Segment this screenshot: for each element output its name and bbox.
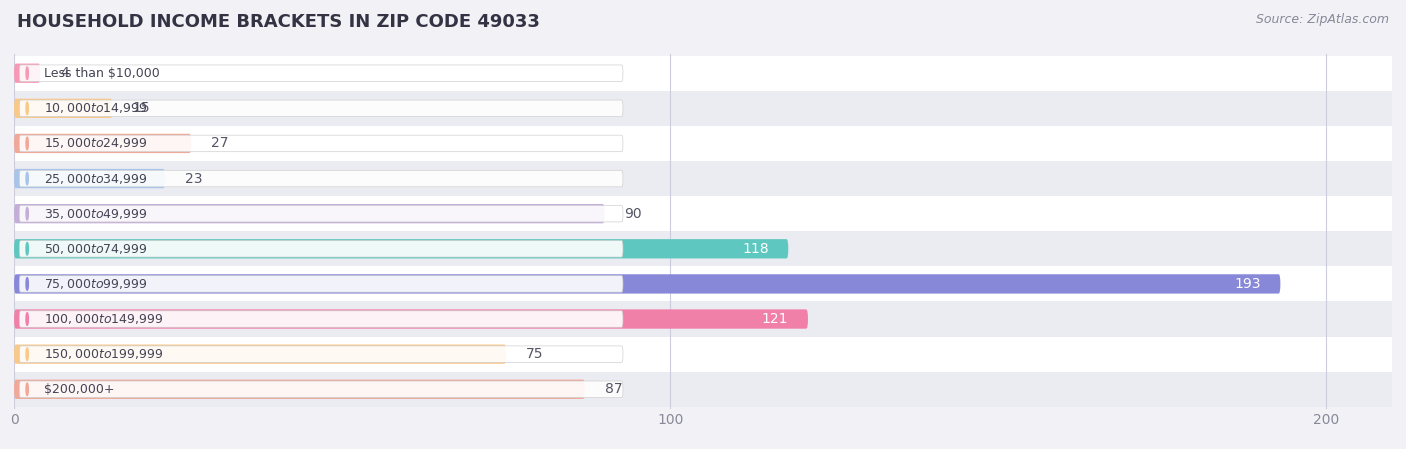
FancyBboxPatch shape (20, 100, 623, 117)
Bar (14, 91, 1392, 126)
Bar (14, 266, 1392, 301)
Text: Source: ZipAtlas.com: Source: ZipAtlas.com (1256, 13, 1389, 26)
Text: 4: 4 (60, 66, 69, 80)
Text: 15: 15 (132, 101, 150, 115)
Text: $25,000 to $34,999: $25,000 to $34,999 (44, 172, 148, 185)
Text: $75,000 to $99,999: $75,000 to $99,999 (44, 277, 148, 291)
Text: $35,000 to $49,999: $35,000 to $49,999 (44, 207, 148, 220)
FancyBboxPatch shape (14, 274, 1281, 294)
Bar (14, 372, 1392, 407)
Circle shape (25, 383, 28, 396)
FancyBboxPatch shape (20, 65, 623, 81)
Text: 121: 121 (762, 312, 789, 326)
Text: 90: 90 (624, 207, 643, 220)
Bar (14, 337, 1392, 372)
Circle shape (25, 313, 28, 326)
Bar (14, 56, 1392, 91)
FancyBboxPatch shape (20, 311, 623, 327)
Bar (14, 161, 1392, 196)
FancyBboxPatch shape (14, 344, 506, 364)
Circle shape (25, 207, 28, 220)
Text: $15,000 to $24,999: $15,000 to $24,999 (44, 136, 148, 150)
FancyBboxPatch shape (14, 204, 605, 223)
FancyBboxPatch shape (20, 170, 623, 187)
Bar (14, 231, 1392, 266)
Text: 27: 27 (211, 136, 228, 150)
Circle shape (25, 172, 28, 185)
FancyBboxPatch shape (14, 134, 191, 153)
Text: 75: 75 (526, 347, 543, 361)
FancyBboxPatch shape (14, 309, 808, 329)
FancyBboxPatch shape (14, 99, 112, 118)
Bar (14, 196, 1392, 231)
FancyBboxPatch shape (14, 169, 165, 188)
FancyBboxPatch shape (20, 206, 623, 222)
Bar (14, 301, 1392, 337)
Text: 118: 118 (742, 242, 769, 256)
Text: $100,000 to $149,999: $100,000 to $149,999 (44, 312, 163, 326)
FancyBboxPatch shape (14, 379, 585, 399)
Circle shape (25, 348, 28, 361)
Circle shape (25, 242, 28, 255)
Text: HOUSEHOLD INCOME BRACKETS IN ZIP CODE 49033: HOUSEHOLD INCOME BRACKETS IN ZIP CODE 49… (17, 13, 540, 31)
FancyBboxPatch shape (14, 64, 41, 83)
Bar (14, 126, 1392, 161)
FancyBboxPatch shape (20, 241, 623, 257)
FancyBboxPatch shape (20, 346, 623, 362)
Text: 193: 193 (1234, 277, 1261, 291)
Text: 87: 87 (605, 382, 623, 396)
FancyBboxPatch shape (20, 135, 623, 152)
Text: 23: 23 (184, 172, 202, 185)
FancyBboxPatch shape (20, 276, 623, 292)
FancyBboxPatch shape (20, 381, 623, 397)
Circle shape (25, 137, 28, 150)
Text: $10,000 to $14,999: $10,000 to $14,999 (44, 101, 148, 115)
Circle shape (25, 102, 28, 114)
FancyBboxPatch shape (14, 239, 789, 259)
Text: Less than $10,000: Less than $10,000 (44, 67, 159, 79)
Circle shape (25, 277, 28, 290)
Text: $50,000 to $74,999: $50,000 to $74,999 (44, 242, 148, 256)
Text: $150,000 to $199,999: $150,000 to $199,999 (44, 347, 163, 361)
Text: $200,000+: $200,000+ (44, 383, 114, 396)
Circle shape (25, 67, 28, 79)
